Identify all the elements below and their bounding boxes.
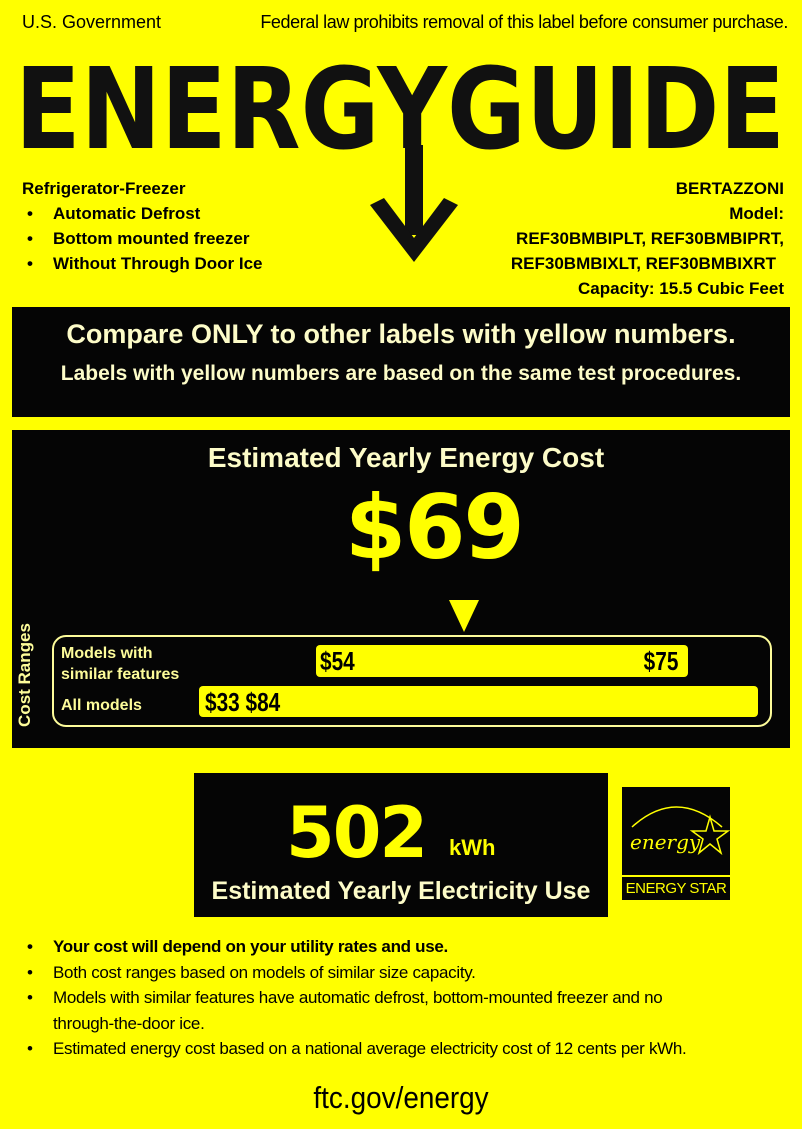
notes-list: Your cost will depend on your utility ra… [27, 934, 798, 1062]
feature-item: Without Through Door Ice [22, 251, 262, 276]
compare-panel: Compare ONLY to other labels with yellow… [12, 307, 790, 417]
note-item: Estimated energy cost based on a nationa… [27, 1036, 798, 1062]
energy-star-logo: energy ENERGY STAR [622, 787, 731, 900]
kwh-value: 502 [286, 792, 428, 874]
all-models-label: All models [61, 697, 142, 714]
model-numbers: REF30BMBIPLT, REF30BMBIPRT, [516, 229, 784, 248]
feature-item: Bottom mounted freezer [22, 226, 262, 251]
note-item: Models with similar features have automa… [27, 985, 718, 1036]
ftc-link[interactable]: ftc.gov/energy [313, 1080, 489, 1115]
note-item: Both cost ranges based on models of simi… [27, 960, 798, 986]
logo-text: ENERGYGUIDE [15, 45, 785, 175]
note-item: Your cost will depend on your utility ra… [27, 934, 798, 960]
similar-range-bar: $54 $75 [316, 645, 688, 677]
all-range-values: $33 $84 [205, 687, 281, 717]
product-features: Refrigerator-Freezer Automatic Defrost B… [22, 176, 262, 276]
kwh-unit: kWh [449, 835, 496, 860]
svg-text:energy: energy [630, 830, 701, 854]
capacity: Capacity: 15.5 Cubic Feet [578, 279, 784, 298]
similar-label: Models with similar features [61, 645, 180, 683]
cost-ranges-box: Models with similar features All models $… [52, 635, 772, 727]
compare-line2: Labels with yellow numbers are based on … [60, 362, 742, 385]
electricity-title: Estimated Yearly Electricity Use [211, 877, 591, 905]
electricity-panel: 502 kWh Estimated Yearly Electricity Use [194, 773, 608, 917]
energy-star-label: ENERGY STAR [622, 875, 730, 897]
model-numbers: REF30BMBIXLT, REF30BMBIXRT [510, 254, 776, 273]
compare-line1: Compare ONLY to other labels with yellow… [66, 319, 736, 349]
cost-panel: Estimated Yearly Energy Cost $69 Cost Ra… [12, 430, 790, 748]
cost-ranges-label: Cost Ranges [15, 623, 34, 727]
us-government: U.S. Government [22, 12, 162, 32]
energy-star-icon: energy [630, 806, 731, 856]
product-model-info: BERTAZZONI Model: REF30BMBIPLT, REF30BMB… [511, 176, 784, 301]
brand: BERTAZZONI [675, 179, 784, 198]
all-models-range-bar: $33 $84 [199, 686, 758, 717]
energyguide-logo: ENERGYGUIDE [15, 45, 785, 262]
arrow-down-icon [370, 145, 458, 262]
feature-item: Automatic Defrost [22, 201, 262, 226]
cost-title: Estimated Yearly Energy Cost [207, 442, 605, 473]
removal-notice: Federal law prohibits removal of this la… [260, 12, 788, 32]
cost-value: $69 [345, 476, 525, 579]
product-type: Refrigerator-Freezer [22, 179, 186, 198]
cost-marker-triangle-icon [449, 600, 479, 632]
model-label: Model: [729, 204, 784, 223]
